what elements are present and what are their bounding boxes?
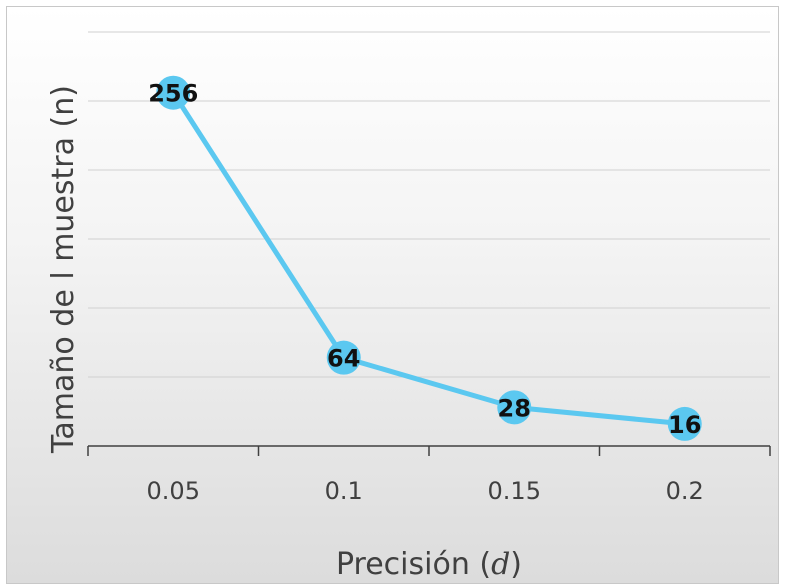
data-point (497, 390, 532, 425)
gridlines (88, 31, 770, 378)
x-tick-label: 0.15 (488, 477, 541, 505)
data-label: 28 (498, 394, 531, 422)
x-axis-ticks (87, 446, 771, 456)
y-axis-title: Tamaño de l muestra (n) (46, 85, 81, 454)
data-markers (156, 75, 702, 441)
data-point (667, 406, 702, 441)
x-tick-label: 0.1 (325, 477, 363, 505)
data-point (326, 340, 361, 375)
x-axis-title-symbol: d (491, 547, 510, 582)
x-tick-label: 0.05 (147, 477, 200, 505)
series-line (171, 91, 685, 427)
x-axis-title-text: Precisión (336, 547, 470, 582)
x-tick-label: 0.2 (666, 477, 704, 505)
data-label: 256 (148, 80, 198, 108)
data-label: 64 (327, 345, 360, 373)
chart-area (6, 6, 779, 584)
data-label: 16 (668, 411, 701, 439)
x-axis-tick-labels: 0.05 0.1 0.15 0.2 (147, 477, 704, 505)
data-point (156, 75, 191, 110)
x-axis-title: Precisión (d) (336, 547, 522, 582)
data-labels: 256 64 28 16 (148, 80, 701, 439)
